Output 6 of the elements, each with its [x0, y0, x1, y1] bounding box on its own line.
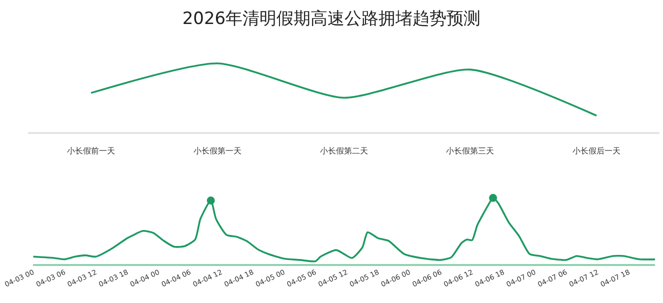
- chart-title: 2026年清明假期高速公路拥堵趋势预测: [182, 8, 481, 29]
- x-tick-label: 小长假第二天: [320, 146, 368, 156]
- x-tick-label: 小长假第一天: [193, 146, 242, 156]
- x-tick-label: 小长假后一天: [572, 146, 621, 156]
- x-tick-label: 小长假第三天: [446, 146, 494, 156]
- x-tick-label: 小长假前一天: [67, 146, 116, 156]
